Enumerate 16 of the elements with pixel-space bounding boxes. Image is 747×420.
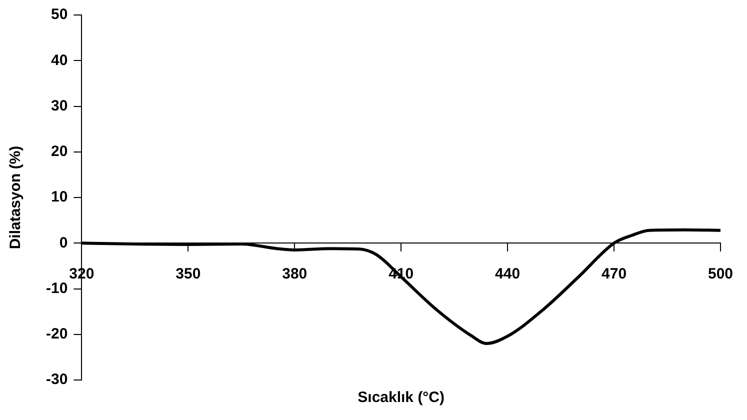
x-tick-label: 470 (602, 265, 627, 282)
x-tick-label: 350 (176, 265, 201, 282)
x-tick-label: 500 (708, 265, 733, 282)
x-axis-title: Sıcaklık (°C) (358, 389, 445, 406)
y-tick-label: 20 (50, 143, 68, 160)
y-tick-label: 40 (50, 52, 68, 69)
y-tick-label: 0 (59, 234, 68, 252)
x-tick-label: 380 (282, 265, 308, 282)
y-axis-title: Dilatasyon (%) (7, 146, 24, 250)
y-tick-label: -20 (46, 326, 68, 343)
y-tick-label: -30 (46, 371, 68, 388)
x-tick-label: 440 (495, 265, 520, 282)
y-tick-label: 30 (50, 97, 68, 114)
y-tick-label: 50 (50, 6, 68, 24)
y-tick-label: -10 (46, 280, 68, 297)
y-tick-label: 10 (50, 188, 68, 206)
